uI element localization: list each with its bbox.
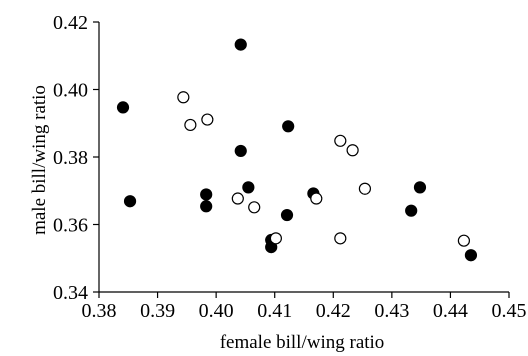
- x-tick-label: 0.43: [374, 300, 409, 322]
- filled-data-point: [282, 120, 295, 133]
- y-tick-label: 0.34: [53, 282, 88, 304]
- open-data-point: [334, 232, 347, 245]
- filled-data-point: [464, 249, 478, 262]
- x-tick-label: 0.39: [140, 300, 175, 322]
- open-data-point: [310, 192, 323, 205]
- x-tick-label: 0.40: [199, 300, 234, 322]
- y-tick-label: 0.38: [53, 147, 88, 169]
- y-tick-label: 0.40: [53, 80, 88, 102]
- axes: [98, 22, 509, 293]
- x-tick-label: 0.44: [433, 300, 468, 322]
- filled-data-point: [234, 38, 247, 51]
- x-tick-label: 0.41: [257, 300, 292, 322]
- ticks: 0.38 0.39 0.40 0.41 0.42 0.43 0.44 0.45 0.34 0.36…: [53, 12, 527, 322]
- x-axis-title: female bill/wing ratio: [220, 332, 385, 353]
- filled-data-point: [123, 195, 137, 208]
- x-tick-label: 0.38: [82, 300, 117, 322]
- filled-data-point: [242, 181, 255, 194]
- x-tick-label: 0.42: [316, 300, 351, 322]
- data-points: [116, 38, 478, 262]
- filled-data-point: [200, 200, 213, 213]
- y-axis-title: male bill/wing ratio: [29, 85, 50, 235]
- y-tick-label: 0.36: [53, 215, 88, 237]
- open-data-point: [269, 232, 282, 245]
- filled-data-point: [234, 144, 247, 158]
- open-data-point: [184, 118, 197, 132]
- y-tick-label: 0.42: [53, 12, 88, 34]
- x-tick-label: 0.45: [492, 300, 527, 322]
- filled-data-point: [405, 204, 418, 217]
- open-data-point: [358, 182, 372, 195]
- filled-data-point: [116, 101, 130, 114]
- filled-data-point: [280, 208, 294, 222]
- open-data-point: [457, 234, 470, 247]
- filled-data-point: [200, 188, 213, 201]
- filled-data-point: [413, 181, 427, 194]
- open-data-point: [346, 144, 359, 157]
- open-data-point: [177, 91, 190, 104]
- open-data-point: [334, 134, 347, 147]
- open-data-point: [231, 192, 244, 205]
- open-data-point: [201, 113, 214, 126]
- open-data-point: [248, 201, 261, 214]
